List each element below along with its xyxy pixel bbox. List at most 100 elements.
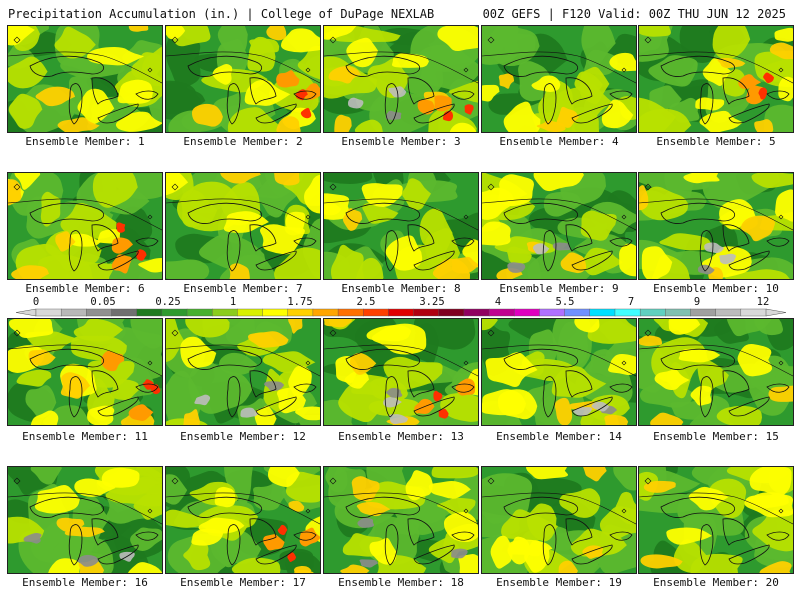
- precip-field: [324, 467, 478, 573]
- precip-field: [166, 26, 320, 132]
- colorbar-segment: [86, 308, 113, 317]
- ensemble-member-label: Ensemble Member: 17: [180, 576, 306, 589]
- precip-field: [639, 467, 793, 573]
- ensemble-member-label: Ensemble Member: 1: [25, 135, 145, 148]
- precip-field: [482, 319, 636, 425]
- ensemble-member-map: [323, 466, 479, 574]
- colorbar-tick-label: 0.25: [155, 296, 181, 308]
- ensemble-member-label: Ensemble Member: 13: [338, 430, 464, 443]
- ensemble-member-map: [638, 172, 794, 280]
- ensemble-member-label: Ensemble Member: 18: [338, 576, 464, 589]
- colorbar-segment: [665, 308, 691, 317]
- ensemble-member-map: [481, 25, 637, 133]
- colorbar-segment: [564, 308, 591, 317]
- colorbar-scale: [15, 308, 787, 317]
- colorbar-segment: [287, 308, 314, 317]
- precip-field: [639, 319, 793, 425]
- precip-field: [324, 173, 478, 279]
- colorbar-segment: [363, 308, 389, 317]
- ensemble-member-map: [638, 25, 794, 133]
- ensemble-member-label: Ensemble Member: 14: [496, 430, 622, 443]
- precip-field: [639, 26, 793, 132]
- precip-field: [8, 319, 162, 425]
- model-run-info: 00Z GEFS | F120 Valid: 00Z THU JUN 12 20…: [482, 7, 786, 21]
- colorbar-segment: [463, 308, 490, 317]
- ensemble-member-label: Ensemble Member: 3: [341, 135, 461, 148]
- colorbar-max-arrow: [765, 308, 787, 317]
- precip-field: [166, 319, 320, 425]
- precip-field: [166, 467, 320, 573]
- precip-field: [324, 26, 478, 132]
- ensemble-member-map: [638, 466, 794, 574]
- ensemble-member-map: [165, 318, 321, 426]
- colorbar-tick-label: 2.5: [356, 296, 376, 308]
- precip-field: [482, 26, 636, 132]
- colorbar-segment: [388, 308, 415, 317]
- colorbar-segment: [488, 308, 515, 317]
- colorbar-segment: [337, 308, 364, 317]
- colorbar-tick-label: 3.25: [419, 296, 445, 308]
- ensemble-member-label: Ensemble Member: 2: [183, 135, 303, 148]
- ensemble-member-label: Ensemble Member: 19: [496, 576, 622, 589]
- ensemble-member-map: [7, 172, 163, 280]
- colorbar-segment: [60, 308, 87, 317]
- ensemble-member-map: [7, 466, 163, 574]
- ensemble-member-map: [165, 466, 321, 574]
- ensemble-member-label: Ensemble Member: 7: [183, 282, 303, 295]
- ensemble-member-label: Ensemble Member: 6: [25, 282, 145, 295]
- ensemble-member-map: [165, 172, 321, 280]
- ensemble-member-label: Ensemble Member: 16: [22, 576, 148, 589]
- ensemble-member-map: [481, 466, 637, 574]
- colorbar-segment: [35, 308, 62, 317]
- colorbar-segment: [136, 308, 163, 317]
- ensemble-member-label: Ensemble Member: 10: [653, 282, 779, 295]
- colorbar-tick-label: 0: [32, 296, 40, 308]
- ensemble-member-map: [481, 318, 637, 426]
- colorbar-tick-label: 12: [756, 296, 770, 308]
- ensemble-member-label: Ensemble Member: 9: [499, 282, 619, 295]
- precip-field: [482, 173, 636, 279]
- precip-field: [639, 173, 793, 279]
- ensemble-member-label: Ensemble Member: 4: [499, 135, 619, 148]
- colorbar-segment: [312, 308, 339, 317]
- ensemble-member-map: [7, 25, 163, 133]
- colorbar-min-arrow: [15, 308, 37, 317]
- ensemble-member-label: Ensemble Member: 11: [22, 430, 148, 443]
- colorbar-segment: [740, 308, 767, 317]
- colorbar-segment: [614, 308, 641, 317]
- precip-colorbar: 0 0.05 0.25 1 1.75 2.5 3.25 4 5.5 7 9 12: [0, 296, 800, 322]
- colorbar-tick-label: 5.5: [555, 296, 575, 308]
- colorbar-segment: [413, 308, 440, 317]
- precip-field: [324, 319, 478, 425]
- ensemble-member-map: [323, 172, 479, 280]
- ensemble-member-map: [481, 172, 637, 280]
- colorbar-segment: [514, 308, 540, 317]
- ensemble-member-label: Ensemble Member: 15: [653, 430, 779, 443]
- ensemble-member-label: Ensemble Member: 5: [656, 135, 776, 148]
- colorbar-tick-label: 1.75: [287, 296, 313, 308]
- colorbar-segment: [715, 308, 742, 317]
- colorbar-segment: [690, 308, 717, 317]
- ensemble-member-map: [7, 318, 163, 426]
- colorbar-segment: [539, 308, 566, 317]
- header: Precipitation Accumulation (in.) | Colle…: [0, 0, 800, 24]
- ensemble-member-label: Ensemble Member: 8: [341, 282, 461, 295]
- precip-field: [482, 467, 636, 573]
- colorbar-tick-label: 7: [627, 296, 635, 308]
- colorbar-tick-label: 9: [693, 296, 701, 308]
- colorbar-tick-label: 0.05: [90, 296, 116, 308]
- colorbar-segment: [186, 308, 213, 317]
- colorbar-segment: [212, 308, 238, 317]
- ensemble-member-map: [323, 25, 479, 133]
- map-title: Precipitation Accumulation (in.) | Colle…: [8, 7, 435, 21]
- ensemble-member-map: [638, 318, 794, 426]
- ensemble-member-label: Ensemble Member: 20: [653, 576, 779, 589]
- ensemble-member-map: [165, 25, 321, 133]
- colorbar-tick-label: 4: [494, 296, 502, 308]
- precip-field: [8, 173, 162, 279]
- colorbar-tick-label: 1: [229, 296, 237, 308]
- precip-field: [8, 467, 162, 573]
- precip-field: [166, 173, 320, 279]
- colorbar-segment: [589, 308, 616, 317]
- colorbar-segment: [438, 308, 465, 317]
